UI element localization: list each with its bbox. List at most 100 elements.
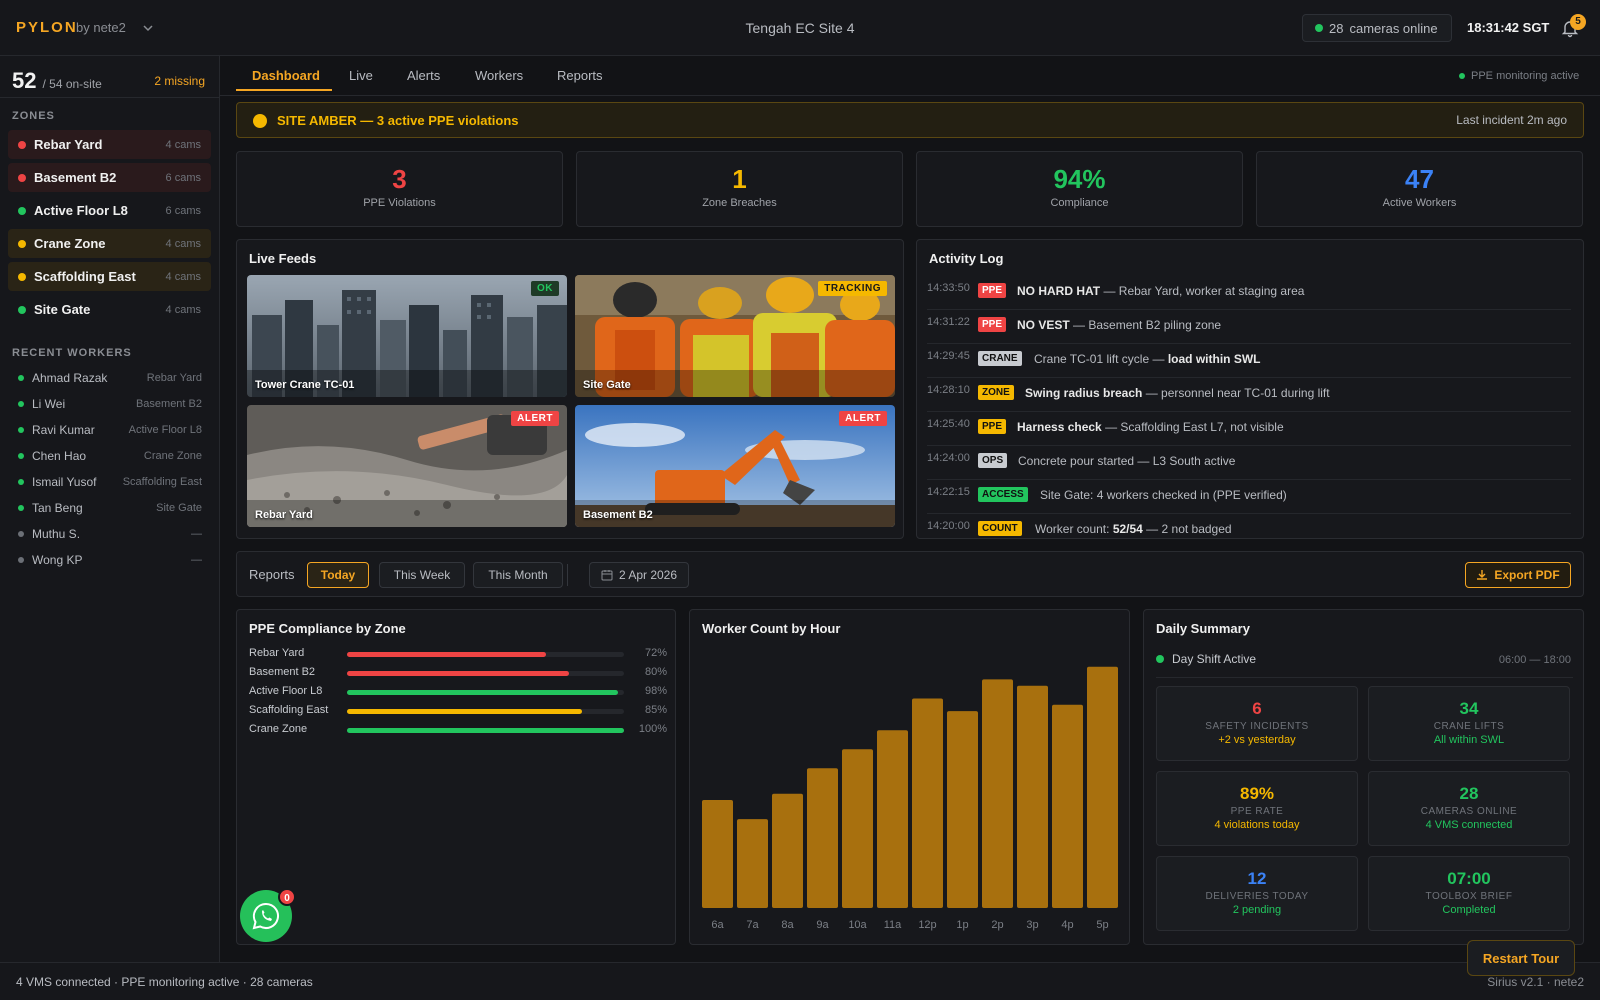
active-tab-indicator (236, 89, 332, 91)
log-time: 14:24:00 (927, 452, 970, 464)
chart-bar[interactable] (1017, 685, 1048, 908)
worker-zone: Crane Zone (143, 450, 202, 462)
zone-item-basement-b2[interactable]: Basement B2 6 cams (8, 163, 211, 192)
worker-item[interactable]: Li Wei Basement B2 (18, 394, 202, 414)
log-entry[interactable]: 14:29:45 CRANE Crane TC-01 lift cycle — … (927, 344, 1583, 378)
kpi-ppe-violations[interactable]: 3 PPE Violations (236, 151, 563, 227)
worker-item[interactable]: Chen Hao Crane Zone (18, 446, 202, 466)
worker-name: Ahmad Razak (32, 371, 108, 385)
chart-bar[interactable] (1087, 666, 1118, 908)
progress-track (347, 728, 624, 733)
log-tag: COUNT (978, 521, 1022, 536)
worker-item[interactable]: Ismail Yusof Scaffolding East (18, 472, 202, 492)
onsite-total: / 54 on-site (42, 77, 102, 91)
progress-fill (347, 690, 619, 695)
divider (1156, 677, 1573, 678)
kpi-label: Zone Breaches (702, 197, 777, 209)
worker-item[interactable]: Tan Beng Site Gate (18, 498, 202, 518)
worker-item[interactable]: Ravi Kumar Active Floor L8 (18, 420, 202, 440)
x-tick-label: 11a (884, 919, 902, 931)
summary-card-cameras-online[interactable]: 28 CAMERAS ONLINE 4 VMS connected (1368, 771, 1570, 846)
tab-workers[interactable]: Workers (475, 68, 524, 83)
kpi-label: Active Workers (1382, 197, 1457, 209)
zone-item-active-floor-l8[interactable]: Active Floor L8 6 cams (8, 196, 211, 225)
period-month-button[interactable]: This Month (473, 562, 563, 588)
chart-bar[interactable] (772, 793, 803, 908)
log-entry[interactable]: 14:31:22 PPE NO VEST — Basement B2 pilin… (927, 310, 1583, 344)
summary-card-ppe-rate[interactable]: 89% PPE RATE 4 violations today (1156, 771, 1358, 846)
brand-logo[interactable]: PYLON (16, 19, 78, 36)
date-picker-button[interactable]: 2 Apr 2026 (589, 562, 689, 588)
excavator-scene-image (575, 405, 895, 527)
org-switcher-label[interactable]: by nete2 (76, 20, 126, 35)
kpi-value: 1 (732, 164, 747, 194)
log-entry[interactable]: 14:25:40 PPE Harness check — Scaffolding… (927, 412, 1583, 446)
log-text: Worker count: 52/54 — 2 not badged (1035, 522, 1232, 536)
tab-reports[interactable]: Reports (557, 68, 603, 83)
log-entry[interactable]: 14:22:15 ACCESS Site Gate: 4 workers che… (927, 480, 1583, 514)
status-dot-icon (18, 427, 24, 433)
amber-status-icon (253, 114, 267, 128)
zone-item-site-gate[interactable]: Site Gate 4 cams (8, 295, 211, 324)
divider (927, 343, 1571, 344)
kpi-value: 47 (1405, 164, 1434, 194)
x-tick-label: 7a (746, 919, 759, 931)
worker-zone: Scaffolding East (122, 476, 202, 488)
worker-item[interactable]: Ahmad Razak Rebar Yard (18, 368, 202, 388)
kpi-zone-breaches[interactable]: 1 Zone Breaches (576, 151, 903, 227)
camera-feed-tower-crane[interactable]: OK Tower Crane TC-01 (247, 275, 567, 397)
zone-item-crane-zone[interactable]: Crane Zone 4 cams (8, 229, 211, 258)
percent-label: 98% (644, 685, 667, 697)
camera-feed-site-gate[interactable]: TRACKING Site Gate (575, 275, 895, 397)
period-week-button[interactable]: This Week (379, 562, 465, 588)
log-entry[interactable]: 14:24:00 OPS Concrete pour started — L3 … (927, 446, 1583, 480)
chart-bar[interactable] (737, 819, 768, 908)
worker-zone: Active Floor L8 (128, 424, 202, 436)
worker-name: Tan Beng (32, 501, 83, 515)
site-status-banner[interactable]: SITE AMBER — 3 active PPE violations Las… (236, 102, 1584, 138)
missing-workers-link[interactable]: 2 missing (154, 74, 205, 88)
chart-bar[interactable] (982, 679, 1013, 908)
chevron-down-icon[interactable] (142, 22, 154, 34)
kpi-compliance[interactable]: 94% Compliance (916, 151, 1243, 227)
chart-bar[interactable] (877, 730, 908, 908)
summary-card-crane-lifts[interactable]: 34 CRANE LIFTS All within SWL (1368, 686, 1570, 761)
x-tick-label: 12p (918, 919, 936, 931)
cameras-online-pill[interactable]: 28 cameras online (1302, 14, 1452, 42)
log-entry[interactable]: 14:20:00 COUNT Worker count: 52/54 — 2 n… (927, 514, 1583, 538)
chart-bar[interactable] (702, 800, 733, 908)
chart-bar[interactable] (807, 768, 838, 908)
kpi-active-workers[interactable]: 47 Active Workers (1256, 151, 1583, 227)
worker-item[interactable]: Muthu S. — (18, 524, 202, 544)
tab-alerts[interactable]: Alerts (407, 68, 441, 83)
worker-zone: Basement B2 (135, 398, 202, 410)
calendar-icon (601, 570, 613, 581)
summary-card-safety-incidents[interactable]: 6 SAFETY INCIDENTS +2 vs yesterday (1156, 686, 1358, 761)
cameras-label: cameras online (1349, 20, 1438, 36)
chart-bar[interactable] (912, 698, 943, 908)
log-entry[interactable]: 14:28:10 ZONE Swing radius breach — pers… (927, 378, 1583, 412)
kpi-label: PPE Violations (363, 197, 436, 209)
percent-label: 80% (644, 666, 667, 678)
summary-sub: 4 VMS connected (1425, 819, 1513, 831)
summary-value: 07:00 (1447, 869, 1491, 888)
zone-item-scaffolding-east[interactable]: Scaffolding East 4 cams (8, 262, 211, 291)
chart-bar[interactable] (947, 711, 978, 908)
chart-bar[interactable] (842, 749, 873, 908)
camera-feed-rebar-yard[interactable]: ALERT Rebar Yard (247, 405, 567, 527)
chart-bar[interactable] (1052, 704, 1083, 908)
progress-track (347, 671, 624, 676)
tab-dashboard[interactable]: Dashboard (252, 68, 320, 83)
worker-item[interactable]: Wong KP — (18, 550, 202, 570)
summary-card-toolbox-brief[interactable]: 07:00 TOOLBOX BRIEF Completed (1368, 856, 1570, 931)
camera-feed-basement-b2[interactable]: ALERT Basement B2 (575, 405, 895, 527)
feed-status-badge: TRACKING (818, 281, 887, 296)
export-pdf-button[interactable]: Export PDF (1465, 562, 1571, 588)
zone-item-rebar-yard[interactable]: Rebar Yard 4 cams (8, 130, 211, 159)
restart-tour-button[interactable]: Restart Tour (1467, 940, 1575, 976)
recent-workers-heading: RECENT WORKERS (12, 347, 132, 359)
log-entry[interactable]: 14:33:50 PPE NO HARD HAT — Rebar Yard, w… (927, 276, 1583, 310)
summary-card-deliveries[interactable]: 12 DELIVERIES TODAY 2 pending (1156, 856, 1358, 931)
tab-live[interactable]: Live (349, 68, 373, 83)
period-today-button[interactable]: Today (307, 562, 369, 588)
